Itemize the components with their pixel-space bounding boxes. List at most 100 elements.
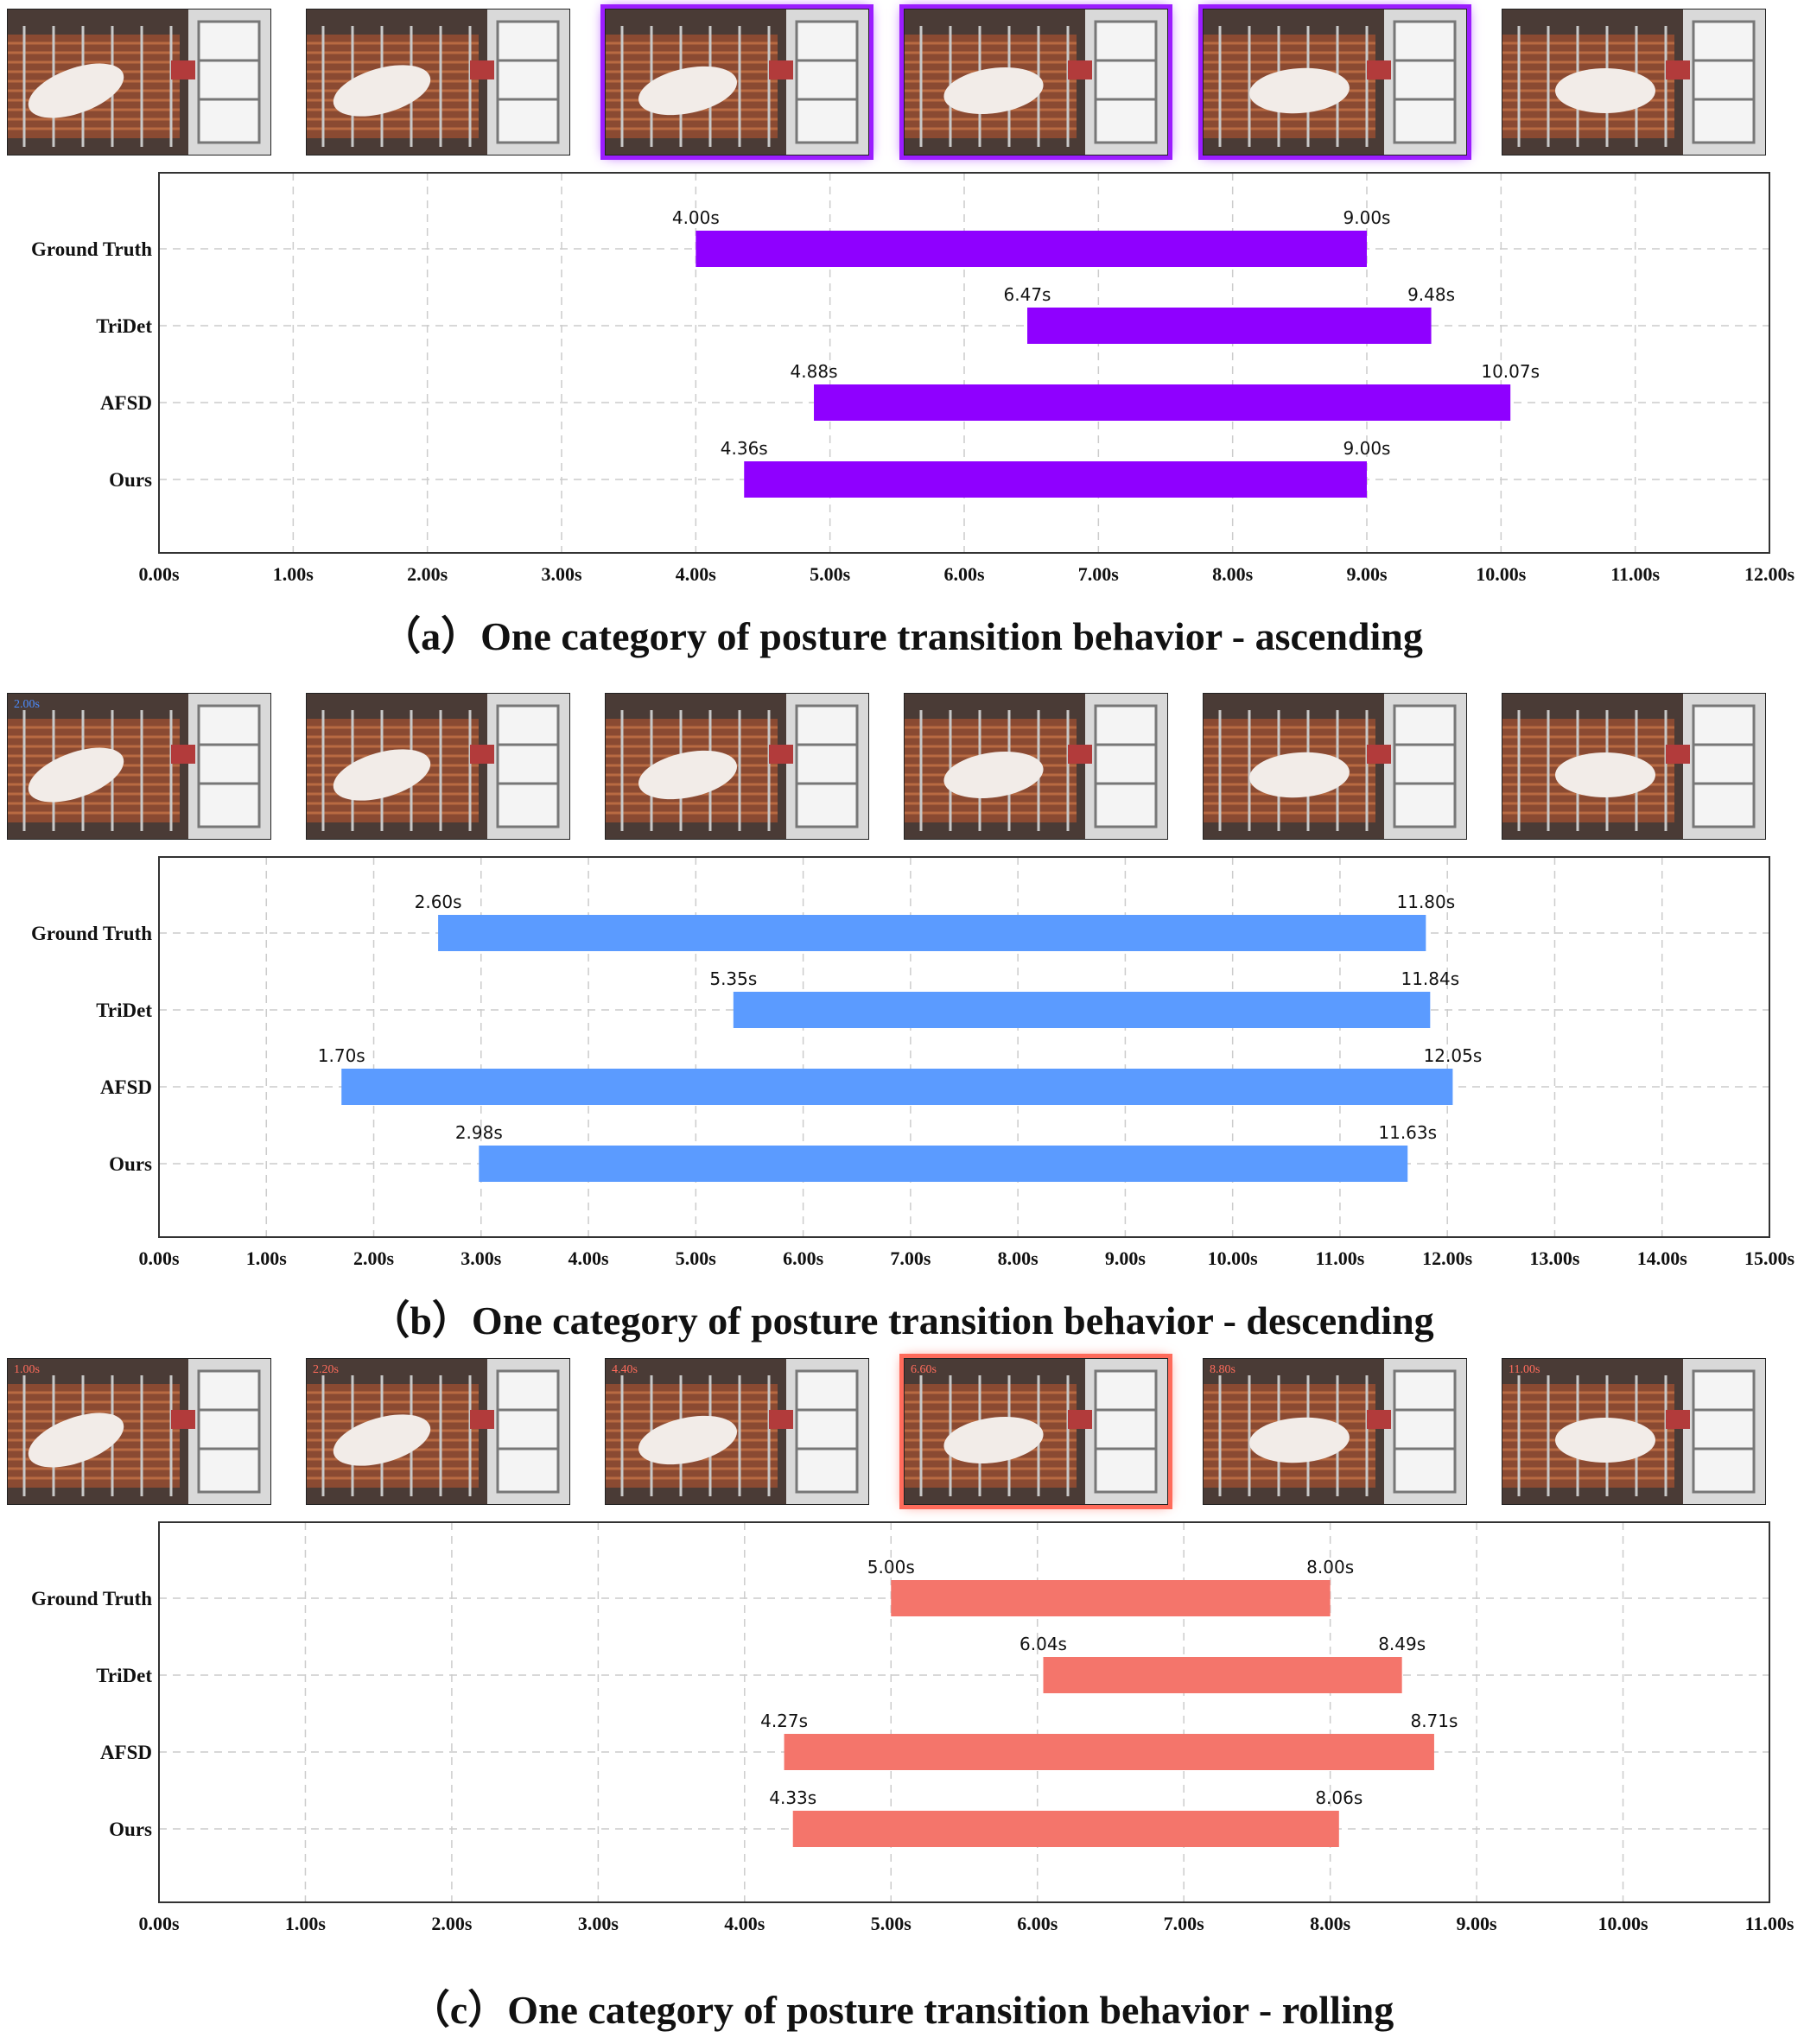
- frame-image: [1203, 1358, 1467, 1505]
- frame-image: [605, 1358, 869, 1505]
- x-tick-label: 5.00s: [810, 563, 851, 585]
- x-tick-label: 14.00s: [1637, 1247, 1688, 1269]
- start-time-label: 4.27s: [760, 1711, 808, 1731]
- x-tick-label: 13.00s: [1529, 1247, 1580, 1269]
- x-tick-label: 3.00s: [541, 563, 582, 585]
- frame-timestamp: 8.80s: [1210, 1363, 1235, 1376]
- x-tick-label: 6.00s: [943, 563, 985, 585]
- video-frame: 1.00s: [7, 1358, 271, 1505]
- y-category-label: Ours: [109, 469, 152, 491]
- y-category-label: AFSD: [100, 1742, 152, 1763]
- frame-image: [7, 693, 271, 840]
- x-tick-label: 8.00s: [998, 1247, 1039, 1269]
- video-frame: [306, 693, 570, 840]
- video-frame: [306, 9, 570, 156]
- frame-image: [7, 9, 271, 156]
- x-tick-label: 6.00s: [1017, 1913, 1058, 1934]
- start-time-label: 4.88s: [791, 361, 838, 382]
- frame-image: [904, 9, 1168, 156]
- end-time-label: 9.48s: [1407, 284, 1455, 305]
- start-time-label: 2.60s: [415, 892, 462, 912]
- x-tick-label: 4.00s: [569, 1247, 610, 1269]
- video-frame: [1203, 693, 1467, 840]
- y-category-label: TriDet: [96, 1665, 152, 1686]
- end-time-label: 8.49s: [1378, 1634, 1426, 1654]
- x-tick-label: 12.00s: [1422, 1247, 1473, 1269]
- end-time-label: 12.05s: [1424, 1045, 1483, 1066]
- x-tick-label: 1.00s: [246, 1247, 288, 1269]
- end-time-label: 8.00s: [1306, 1557, 1354, 1577]
- x-tick-label: 2.00s: [431, 1913, 473, 1934]
- x-tick-label: 7.00s: [1164, 1913, 1205, 1934]
- frame-image: [1502, 693, 1766, 840]
- end-time-label: 11.80s: [1397, 892, 1456, 912]
- x-tick-label: 0.00s: [138, 563, 180, 585]
- y-category-label: TriDet: [96, 315, 152, 337]
- interval-bar: [814, 384, 1511, 421]
- interval-bar: [1027, 308, 1432, 344]
- x-tick-label: 7.00s: [890, 1247, 931, 1269]
- x-tick-label: 9.00s: [1346, 563, 1388, 585]
- x-tick-label: 2.00s: [353, 1247, 395, 1269]
- video-frame: 8.80s: [1203, 1358, 1467, 1505]
- x-tick-label: 10.00s: [1598, 1913, 1649, 1934]
- x-tick-label: 15.00s: [1744, 1247, 1795, 1269]
- interval-bar: [891, 1580, 1331, 1616]
- start-time-label: 4.36s: [721, 438, 768, 459]
- panel-ascending: 0.00s 1.00s 2.00s 3.00s 4.00s 5.00s 6.00s 7.00s…: [0, 0, 1804, 665]
- x-tick-label: 11.00s: [1745, 1913, 1794, 1934]
- video-frame: [1198, 4, 1471, 160]
- frame-timestamp: 4.40s: [612, 1363, 638, 1376]
- start-time-label: 4.00s: [672, 207, 720, 228]
- x-tick-label: 0.00s: [138, 1913, 180, 1934]
- end-time-label: 11.84s: [1401, 968, 1459, 989]
- x-tick-label: 1.00s: [285, 1913, 327, 1934]
- x-tick-label: 10.00s: [1208, 1247, 1259, 1269]
- interval-bar: [792, 1811, 1339, 1847]
- end-time-label: 8.06s: [1315, 1787, 1363, 1808]
- frame-timestamp: 11.00s: [1509, 1363, 1540, 1376]
- video-frame: [605, 693, 869, 840]
- x-tick-label: 3.00s: [578, 1913, 619, 1934]
- chart: 0.00s 1.00s 2.00s 3.00s 4.00s 5.00s 6.00s 7.00s…: [0, 1514, 1804, 1937]
- video-frame: [7, 9, 271, 156]
- x-tick-label: 8.00s: [1212, 563, 1254, 585]
- x-tick-label: 6.00s: [783, 1247, 824, 1269]
- x-tick-label: 10.00s: [1476, 563, 1527, 585]
- frame-timestamp: 2.00s: [14, 698, 40, 711]
- start-time-label: 5.00s: [867, 1557, 915, 1577]
- y-category-label: Ground Truth: [31, 238, 152, 260]
- caption: （c）One category of posture transition be…: [410, 1988, 1394, 2032]
- x-tick-label: 11.00s: [1316, 1247, 1365, 1269]
- video-frame: 4.40s: [605, 1358, 869, 1505]
- y-category-label: Ours: [109, 1153, 152, 1175]
- plot-frame: [158, 1521, 1770, 1903]
- timeline-chart: 0.00s 1.00s 2.00s 3.00s 4.00s 5.00s 6.00s 7.00s…: [31, 1521, 1794, 1934]
- y-category-label: TriDet: [96, 1000, 152, 1021]
- timeline-chart: 0.00s 1.00s 2.00s 3.00s 4.00s 5.00s 6.00s 7.00s…: [31, 856, 1795, 1269]
- video-frame: [1502, 9, 1766, 156]
- frame-image: [605, 693, 869, 840]
- x-tick-label: 4.00s: [724, 1913, 765, 1934]
- frame-strip: 1.00s 2.20s 4.40s 6.60s 8.80s 11.00s: [0, 1349, 1804, 1509]
- interval-bar: [341, 1069, 1453, 1105]
- video-frame: [1502, 693, 1766, 840]
- frame-image: [1203, 9, 1467, 156]
- interval-bar: [438, 915, 1426, 951]
- frame-strip: [0, 0, 1804, 160]
- frame-image: [605, 9, 869, 156]
- panel-rolling: 1.00s 2.20s 4.40s 6.60s 8.80s 11.00s 0.00s 1.0…: [0, 1349, 1804, 2044]
- caption: （b）One category of posture transition be…: [370, 1298, 1434, 1343]
- x-tick-label: 1.00s: [273, 563, 314, 585]
- y-category-label: AFSD: [100, 1076, 152, 1098]
- x-tick-label: 8.00s: [1310, 1913, 1351, 1934]
- timeline-chart: 0.00s 1.00s 2.00s 3.00s 4.00s 5.00s 6.00s 7.00s…: [31, 172, 1794, 585]
- interval-bar: [1043, 1657, 1402, 1693]
- x-tick-label: 5.00s: [871, 1913, 912, 1934]
- frame-timestamp: 1.00s: [14, 1363, 40, 1376]
- start-time-label: 4.33s: [769, 1787, 816, 1808]
- x-tick-label: 0.00s: [138, 1247, 180, 1269]
- chart: 0.00s 1.00s 2.00s 3.00s 4.00s 5.00s 6.00s 7.00s…: [0, 164, 1804, 587]
- frame-timestamp: 6.60s: [911, 1363, 937, 1376]
- interval-bar: [744, 461, 1367, 498]
